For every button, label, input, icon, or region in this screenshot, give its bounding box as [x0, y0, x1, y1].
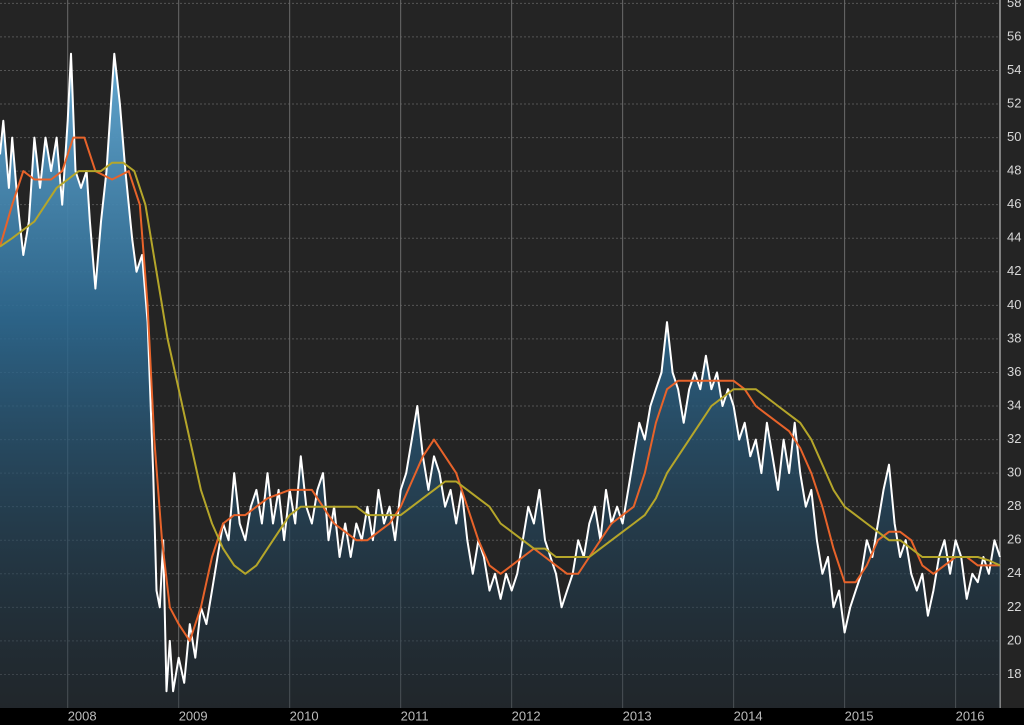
x-tick-label: 2016	[956, 708, 985, 723]
y-tick-label: 38	[1007, 330, 1021, 345]
x-axis-band	[0, 708, 1024, 725]
y-tick-label: 46	[1007, 196, 1021, 211]
y-tick-label: 48	[1007, 163, 1021, 178]
y-tick-label: 40	[1007, 297, 1021, 312]
y-tick-label: 22	[1007, 599, 1021, 614]
y-tick-label: 30	[1007, 465, 1021, 480]
x-tick-label: 2013	[623, 708, 652, 723]
y-tick-label: 44	[1007, 230, 1021, 245]
y-tick-label: 50	[1007, 129, 1021, 144]
y-tick-label: 18	[1007, 666, 1021, 681]
y-tick-label: 20	[1007, 632, 1021, 647]
y-tick-label: 56	[1007, 28, 1021, 43]
y-tick-label: 32	[1007, 431, 1021, 446]
y-tick-label: 36	[1007, 364, 1021, 379]
x-tick-label: 2009	[179, 708, 208, 723]
y-tick-label: 28	[1007, 498, 1021, 513]
line	[0, 136, 1000, 642]
x-tick-label: 2015	[845, 708, 874, 723]
y-tick-label: 26	[1007, 532, 1021, 547]
x-tick-label: 2008	[68, 708, 97, 723]
y-tick-label: 52	[1007, 95, 1021, 110]
y-tick-label: 34	[1007, 397, 1021, 412]
line	[0, 52, 1001, 693]
x-tick-label: 2014	[734, 708, 763, 723]
area	[0, 53, 1000, 708]
x-tick-label: 2011	[401, 708, 429, 723]
y-tick-label: 24	[1007, 565, 1021, 580]
line	[0, 161, 1001, 575]
y-tick-label: 58	[1007, 0, 1021, 10]
y-tick-label: 54	[1007, 62, 1021, 77]
x-tick-label: 2012	[512, 708, 541, 723]
y-tick-label: 42	[1007, 263, 1021, 278]
x-tick-label: 2010	[290, 708, 319, 723]
